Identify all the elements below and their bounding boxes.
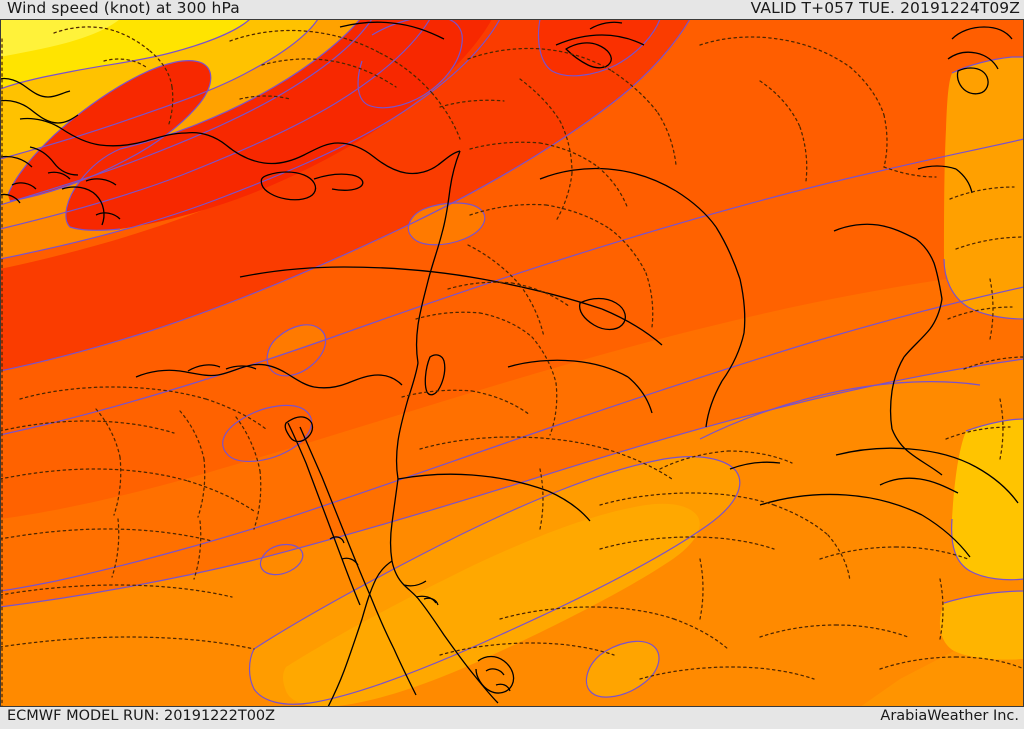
fill-blob-se-small xyxy=(586,641,659,698)
map-canvas xyxy=(0,19,1024,707)
fill-band-yellow-e2 xyxy=(939,591,1024,660)
fill-band-yellow-light-nw xyxy=(0,19,120,57)
fill-band-deepred-levant xyxy=(0,19,690,371)
coastlines xyxy=(0,21,1019,707)
fill-band-redorange-core xyxy=(0,19,1024,435)
fill-band-lightorange-se2 xyxy=(283,503,700,707)
fill-band-yellow-e xyxy=(951,419,1024,580)
fill-blob-light-3 xyxy=(408,203,485,245)
valid-time-label: VALID T+057 TUE. 20191224T09Z xyxy=(750,0,1020,17)
model-run-label: ECMWF MODEL RUN: 20191222T00Z xyxy=(7,708,276,724)
fill-band-lightorange-ne xyxy=(944,57,1024,319)
footer-bar: ECMWF MODEL RUN: 20191222T00Z ArabiaWeat… xyxy=(0,707,1024,729)
political-borders xyxy=(0,26,1024,707)
fill-band-orange-e-lower xyxy=(860,651,1024,707)
provider-credit: ArabiaWeather Inc. xyxy=(880,708,1019,724)
forecast-map[interactable] xyxy=(0,19,1024,707)
fill-band-maxred-2 xyxy=(8,60,211,201)
page-title: Wind speed (knot) at 300 hPa xyxy=(7,0,240,17)
header-bar: Wind speed (knot) at 300 hPa VALID T+057… xyxy=(0,0,1024,19)
fill-band-maxred-4 xyxy=(538,19,660,76)
